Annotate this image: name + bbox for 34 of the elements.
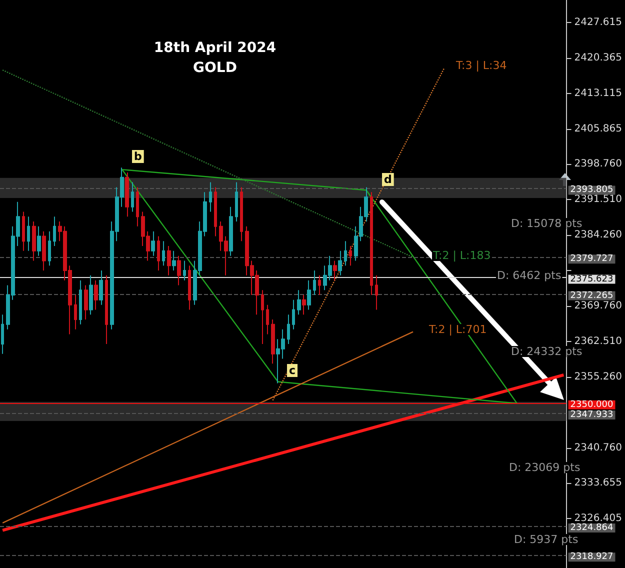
ref-line-label: 2375.623 xyxy=(570,274,614,284)
y-tick-label: 2333.655 xyxy=(574,477,622,488)
y-tick-label: 2340.760 xyxy=(574,442,622,454)
annotation: D: 15078 pts xyxy=(511,217,582,230)
ref-line-label: 2324.864 xyxy=(570,523,614,534)
annotation: D: 5937 pts xyxy=(514,533,578,546)
y-tick-label: 2405.865 xyxy=(574,124,622,135)
ref-line-label: 2393.805 xyxy=(570,185,614,196)
annotation: D: 24332 pts xyxy=(511,345,582,358)
annotation: d xyxy=(384,173,392,186)
y-tick-label: 2326.405 xyxy=(574,512,622,524)
y-tick-label: 2398.760 xyxy=(574,158,622,170)
annotation: D: 23069 pts xyxy=(509,461,580,474)
y-tick-label: 2384.260 xyxy=(574,229,622,240)
text: 18th April 2024 xyxy=(154,40,276,56)
y-tick-label: 2420.365 xyxy=(574,52,622,64)
ref-line-label: 2318.927 xyxy=(570,552,614,562)
y-tick-label: 2369.760 xyxy=(574,300,622,312)
annotation: T:2 | L:701 xyxy=(428,323,487,336)
y-tick-label: 2362.510 xyxy=(574,336,622,348)
annotation: D: 6462 pts xyxy=(497,269,562,282)
y-tick-label: 2413.115 xyxy=(574,88,622,100)
ref-line-label: 2350.000 xyxy=(570,400,614,410)
y-tick-label: 2391.510 xyxy=(574,194,622,205)
ref-line-label: 2372.265 xyxy=(570,290,614,301)
ref-line-label: 2347.933 xyxy=(570,410,614,420)
annotation: T:2 | L:183 xyxy=(432,249,491,262)
annotation: T:3 | L:34 xyxy=(455,59,507,72)
y-tick-label: 2427.615 xyxy=(574,16,622,28)
annotation: b xyxy=(134,150,142,163)
text: GOLD xyxy=(193,60,237,76)
ref-line-label: 2379.727 xyxy=(570,254,614,264)
y-tick-label: 2355.260 xyxy=(574,372,622,383)
annotation: c xyxy=(289,364,296,377)
